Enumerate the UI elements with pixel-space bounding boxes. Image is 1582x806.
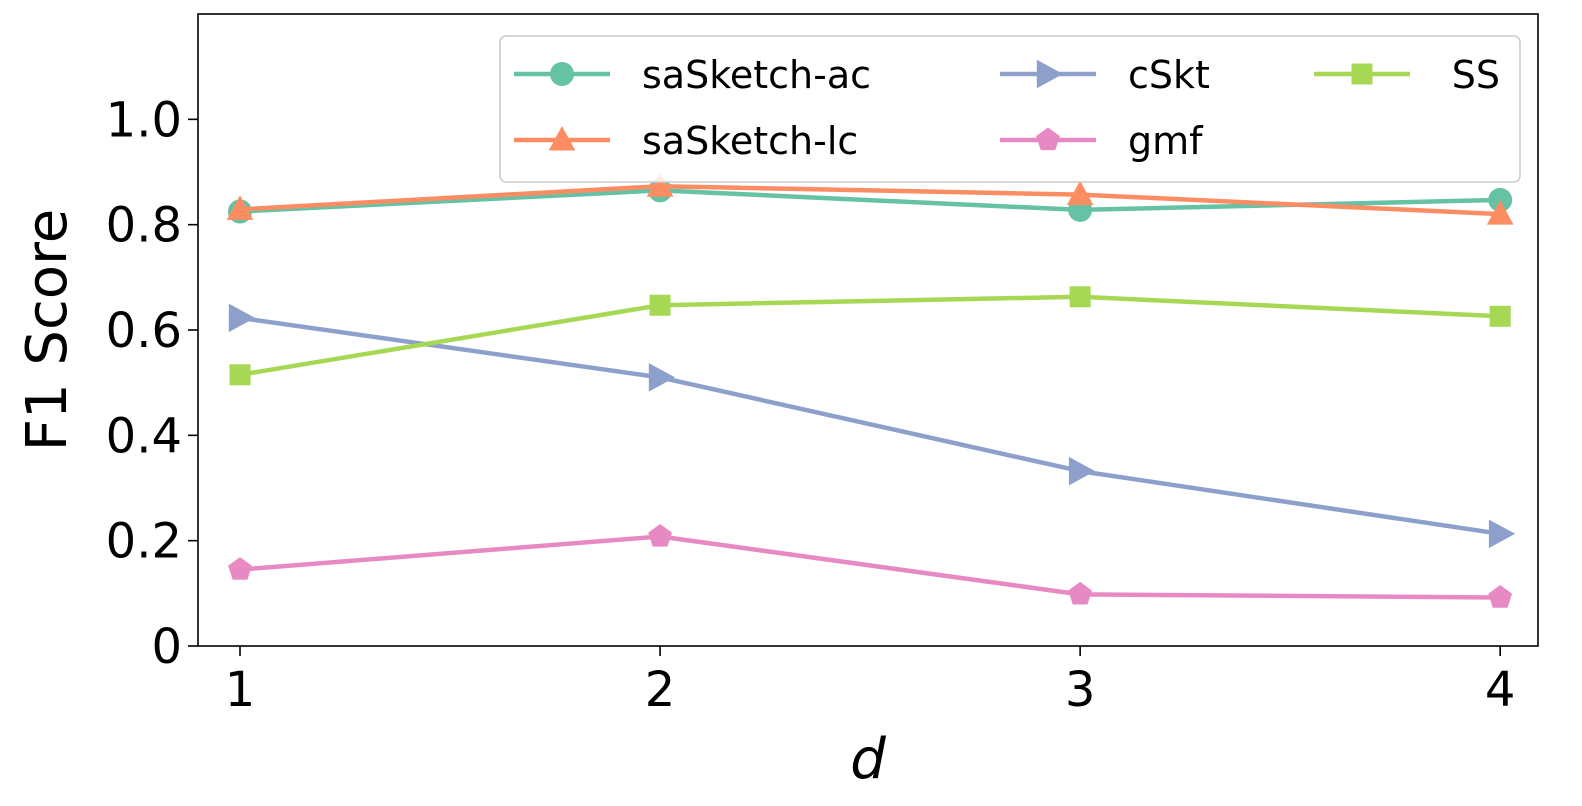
data-point [648, 524, 672, 547]
legend-entry: cSkt [1000, 53, 1210, 97]
y-tick-label: 0.8 [106, 198, 182, 254]
series-saSketch-lc [226, 172, 1514, 225]
data-point [228, 303, 255, 333]
data-point [1486, 200, 1514, 225]
series-layer [226, 172, 1516, 608]
y-tick-label: 0.6 [106, 303, 182, 359]
legend-marker [1036, 127, 1060, 151]
data-point [648, 363, 676, 392]
legend-marker [550, 62, 574, 86]
legend-label: gmf [1128, 119, 1204, 163]
series-line [239, 183, 1501, 217]
data-point [1068, 456, 1096, 486]
legend-entry: saSketch-lc [514, 119, 858, 163]
legend: saSketch-ac saSketch-lc cSkt gmf SS [499, 35, 1521, 183]
legend-label: saSketch-ac [642, 53, 871, 97]
legend-entry: SS [1314, 53, 1500, 97]
y-tick-label: 0 [151, 619, 182, 675]
series-gmf [228, 524, 1513, 608]
legend-entry: gmf [1000, 119, 1204, 163]
data-point [228, 557, 252, 580]
data-point [229, 364, 251, 386]
legend-marker [1036, 59, 1063, 89]
x-tick-label: 4 [1485, 662, 1516, 718]
legend-marker [1351, 63, 1373, 85]
series-line [239, 534, 1501, 600]
legend-marker [548, 126, 576, 151]
series-cSkt [228, 303, 1516, 549]
y-tick-label: 1.0 [106, 92, 182, 148]
data-point [1069, 286, 1091, 308]
data-point [649, 294, 671, 316]
legend-entry: saSketch-ac [514, 53, 871, 97]
ticks-layer: 1 2 3 4 0 0.2 0.4 0.6 0.8 1.0 [106, 92, 1516, 718]
legend-box [499, 35, 1521, 183]
series-line [239, 294, 1501, 378]
legend-label: cSkt [1128, 53, 1210, 97]
data-point [1066, 180, 1094, 206]
legend-label: saSketch-lc [642, 119, 858, 163]
y-tick-label: 0.2 [106, 514, 182, 570]
data-point [646, 172, 674, 197]
y-axis-label: F1 Score [15, 209, 80, 451]
x-tick-label: 2 [645, 662, 676, 718]
legend-label: SS [1452, 53, 1500, 97]
series-SS [229, 286, 1511, 386]
data-point [1488, 585, 1513, 608]
data-point [1068, 581, 1092, 605]
data-point [1488, 187, 1513, 212]
series-line [239, 315, 1501, 537]
x-tick-label: 1 [225, 662, 256, 718]
data-point [226, 195, 254, 220]
data-point [1488, 519, 1516, 549]
x-axis-label: d [850, 727, 886, 792]
y-tick-label: 0.4 [106, 408, 182, 464]
data-point [1489, 305, 1511, 327]
x-tick-label: 3 [1065, 662, 1096, 718]
